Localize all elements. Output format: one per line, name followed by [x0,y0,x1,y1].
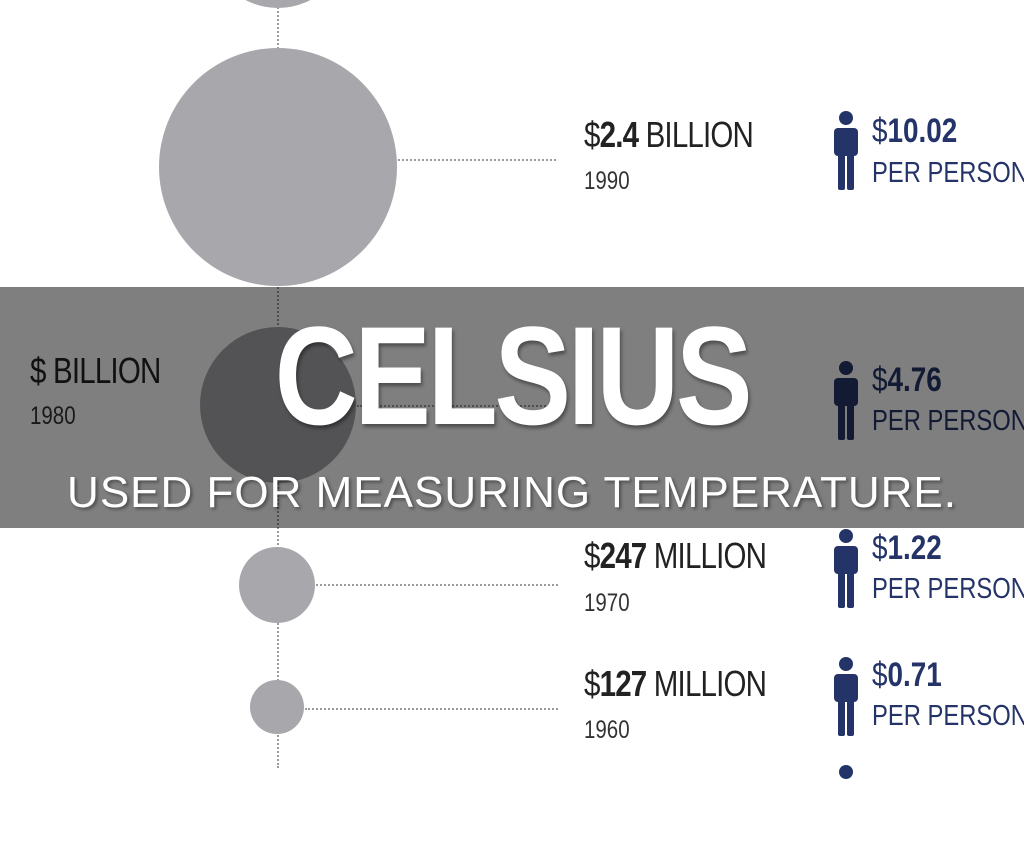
unit: BILLION [638,114,754,155]
title-overlay-band [0,287,1024,528]
currency: $ [584,114,600,155]
amount-1970: $247 MILLION [584,535,767,577]
year-1970: 1970 [584,589,630,617]
value: 1.22 [887,529,942,567]
per-person-value-1990: $10.02 [872,112,957,151]
connector-1970 [316,584,558,586]
currency: $ [872,112,888,150]
person-icon [839,765,853,779]
circle-1990 [159,48,397,286]
currency: $ [872,529,888,567]
per-person-label: PER PERSON [872,700,1024,732]
value: 247 [599,535,648,576]
unit: MILLION [646,663,767,704]
circle-1970 [239,547,315,623]
per-person-label: PER PERSON [872,573,1024,605]
per-person-value-1960: $0.71 [872,656,942,695]
value: 10.02 [887,112,958,150]
value: 0.71 [887,656,942,694]
value: 2.4 [599,114,639,155]
connector-1990 [398,159,556,161]
amount-1960: $127 MILLION [584,663,767,705]
connector-1960 [305,708,558,710]
circle-1960 [250,680,304,734]
slide-subtitle: USED FOR MEASURING TEMPERATURE. [67,468,957,517]
person-icon [834,657,858,736]
per-person-value-1970: $1.22 [872,529,942,568]
currency: $ [584,663,600,704]
unit: MILLION [646,535,767,576]
value: 127 [599,663,648,704]
year-1990: 1990 [584,167,630,195]
circle-top [208,0,348,8]
currency: $ [584,535,600,576]
person-icon [834,111,858,190]
slide-title: CELSIUS [274,297,753,454]
year-1960: 1960 [584,716,630,744]
per-person-label: PER PERSON [872,157,1024,189]
amount-1990: $2.4 BILLION [584,114,754,156]
person-icon [834,529,858,608]
currency: $ [872,656,888,694]
